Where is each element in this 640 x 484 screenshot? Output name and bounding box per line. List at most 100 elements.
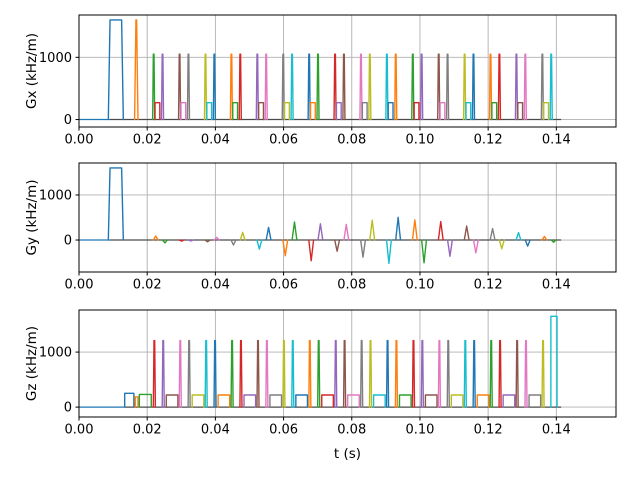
waveform-pulse	[333, 53, 337, 121]
waveform-pulse	[450, 394, 464, 408]
x-tick-label: 0.02	[133, 278, 162, 293]
waveform-pulse	[394, 339, 399, 408]
waveform-pulse	[213, 339, 217, 408]
waveform-pulse	[334, 239, 341, 252]
waveform-pulse	[123, 392, 135, 408]
waveform-pulse	[265, 339, 269, 408]
waveform-pulse	[411, 339, 416, 408]
waveform-pulse	[446, 339, 450, 408]
waveform-pulse	[515, 231, 522, 241]
waveform-pulse	[206, 102, 213, 121]
waveform-pulse	[550, 239, 557, 243]
subplot-gy: 0.00 0.02 0.04 0.06 0.08 0.10 0.12 0.14 0 1000Gy …	[24, 162, 617, 293]
x-tick-label: 0.02	[133, 133, 162, 148]
x-tick-label: 0.04	[201, 423, 230, 438]
y-axis-label: Gy (kHz/m)	[24, 179, 40, 255]
waveform-pulse	[387, 102, 394, 121]
x-tick-label: 0.00	[65, 133, 94, 148]
waveform-pulse	[152, 235, 159, 241]
waveform-pulse	[239, 231, 246, 241]
waveform-pulse	[359, 339, 364, 408]
waveform-pulse	[497, 53, 502, 121]
waveform-pulse	[165, 394, 179, 408]
waveform-pulse	[232, 102, 239, 121]
waveform-pulse	[463, 225, 470, 241]
waveform-pulse	[361, 102, 368, 121]
waveform-pulse	[307, 53, 311, 121]
waveform-pulse	[549, 53, 553, 121]
waveform-pulse	[420, 339, 425, 408]
waveform-pulse	[368, 53, 372, 121]
waveform-pulse	[134, 396, 139, 408]
y-axis-label: Gz (kHz/m)	[24, 326, 40, 401]
waveform-pulse	[191, 394, 205, 408]
waveform-pulse	[385, 339, 390, 408]
waveform-pulse	[488, 53, 493, 121]
waveform-pulse	[424, 394, 438, 408]
y-axis-label: Gx (kHz/m)	[24, 33, 40, 109]
waveform-pulse	[489, 339, 493, 408]
subplot-gz: 0.00 0.02 0.04 0.06 0.08 0.10 0.12 0.14 0 1000Gz …	[24, 309, 617, 438]
waveform-pulse	[161, 239, 169, 244]
waveform-pulse	[255, 53, 260, 121]
x-tick-label: 0.10	[405, 133, 434, 148]
waveform-pulse	[471, 53, 476, 121]
waveform-pulse	[437, 220, 444, 241]
waveform-pulse	[540, 53, 545, 121]
waveform-pulse	[213, 236, 220, 241]
waveform-pulse	[269, 394, 283, 408]
x-tick-label: 0.00	[65, 278, 94, 293]
waveform-pulse	[463, 339, 468, 408]
x-tick-label: 0.14	[542, 423, 571, 438]
waveform-pulse	[472, 239, 479, 254]
waveform-pulse	[317, 223, 324, 241]
waveform-pulse	[359, 239, 367, 258]
waveform-pulse	[138, 393, 152, 408]
waveform-pulse	[334, 339, 338, 408]
waveform-pulse	[230, 239, 237, 246]
waveform-pulse	[411, 53, 415, 121]
subplot-gx: 0.00 0.02 0.04 0.06 0.08 0.10 0.12 0.14 0 1000Gx …	[24, 14, 617, 148]
waveform-pulse	[446, 239, 454, 257]
waveform-pulse	[436, 53, 441, 121]
waveform-pulse	[316, 53, 320, 121]
waveform-pulse	[178, 339, 182, 408]
x-tick-label: 0.04	[201, 278, 230, 293]
waveform-pulse	[550, 315, 558, 408]
waveform-pulse	[413, 102, 420, 121]
waveform-pulse	[316, 339, 321, 408]
waveform-pulse	[394, 53, 398, 121]
waveform-pulse	[476, 394, 490, 408]
waveform-pulse	[295, 394, 309, 408]
y-tick-label: 1000	[39, 346, 72, 361]
waveform-pulse	[343, 223, 350, 241]
x-tick-label: 0.10	[405, 423, 434, 438]
waveform-pulse	[291, 221, 298, 241]
y-tick-label: 0	[64, 113, 72, 128]
waveform-pulse	[385, 239, 393, 265]
x-tick-label: 0.00	[65, 423, 94, 438]
x-tick-label: 0.12	[474, 133, 503, 148]
waveform-pulse	[154, 102, 161, 121]
axes-frame	[78, 162, 617, 273]
waveform-pulse	[395, 216, 402, 241]
waveform-pulse	[342, 53, 346, 121]
waveform-pulse	[439, 102, 446, 121]
waveform-pulse	[472, 339, 476, 408]
axes-frame	[78, 309, 617, 418]
waveform-pulse	[541, 339, 545, 408]
waveform-pulse	[229, 53, 234, 121]
waveform-pulse	[445, 53, 450, 121]
waveform-pulse	[217, 394, 231, 408]
waveform-pulse	[309, 102, 316, 121]
waveform-pulse	[515, 339, 519, 408]
waveform-pulse	[283, 102, 291, 121]
waveform-pulse	[465, 102, 472, 121]
waveform-pulse	[346, 394, 360, 408]
waveform-pulse	[491, 102, 498, 121]
waveform-pulse	[359, 53, 363, 121]
x-tick-label: 0.10	[405, 278, 434, 293]
waveform-pulse	[107, 167, 125, 241]
waveform-pulse	[151, 53, 156, 121]
x-tick-label: 0.08	[337, 278, 366, 293]
